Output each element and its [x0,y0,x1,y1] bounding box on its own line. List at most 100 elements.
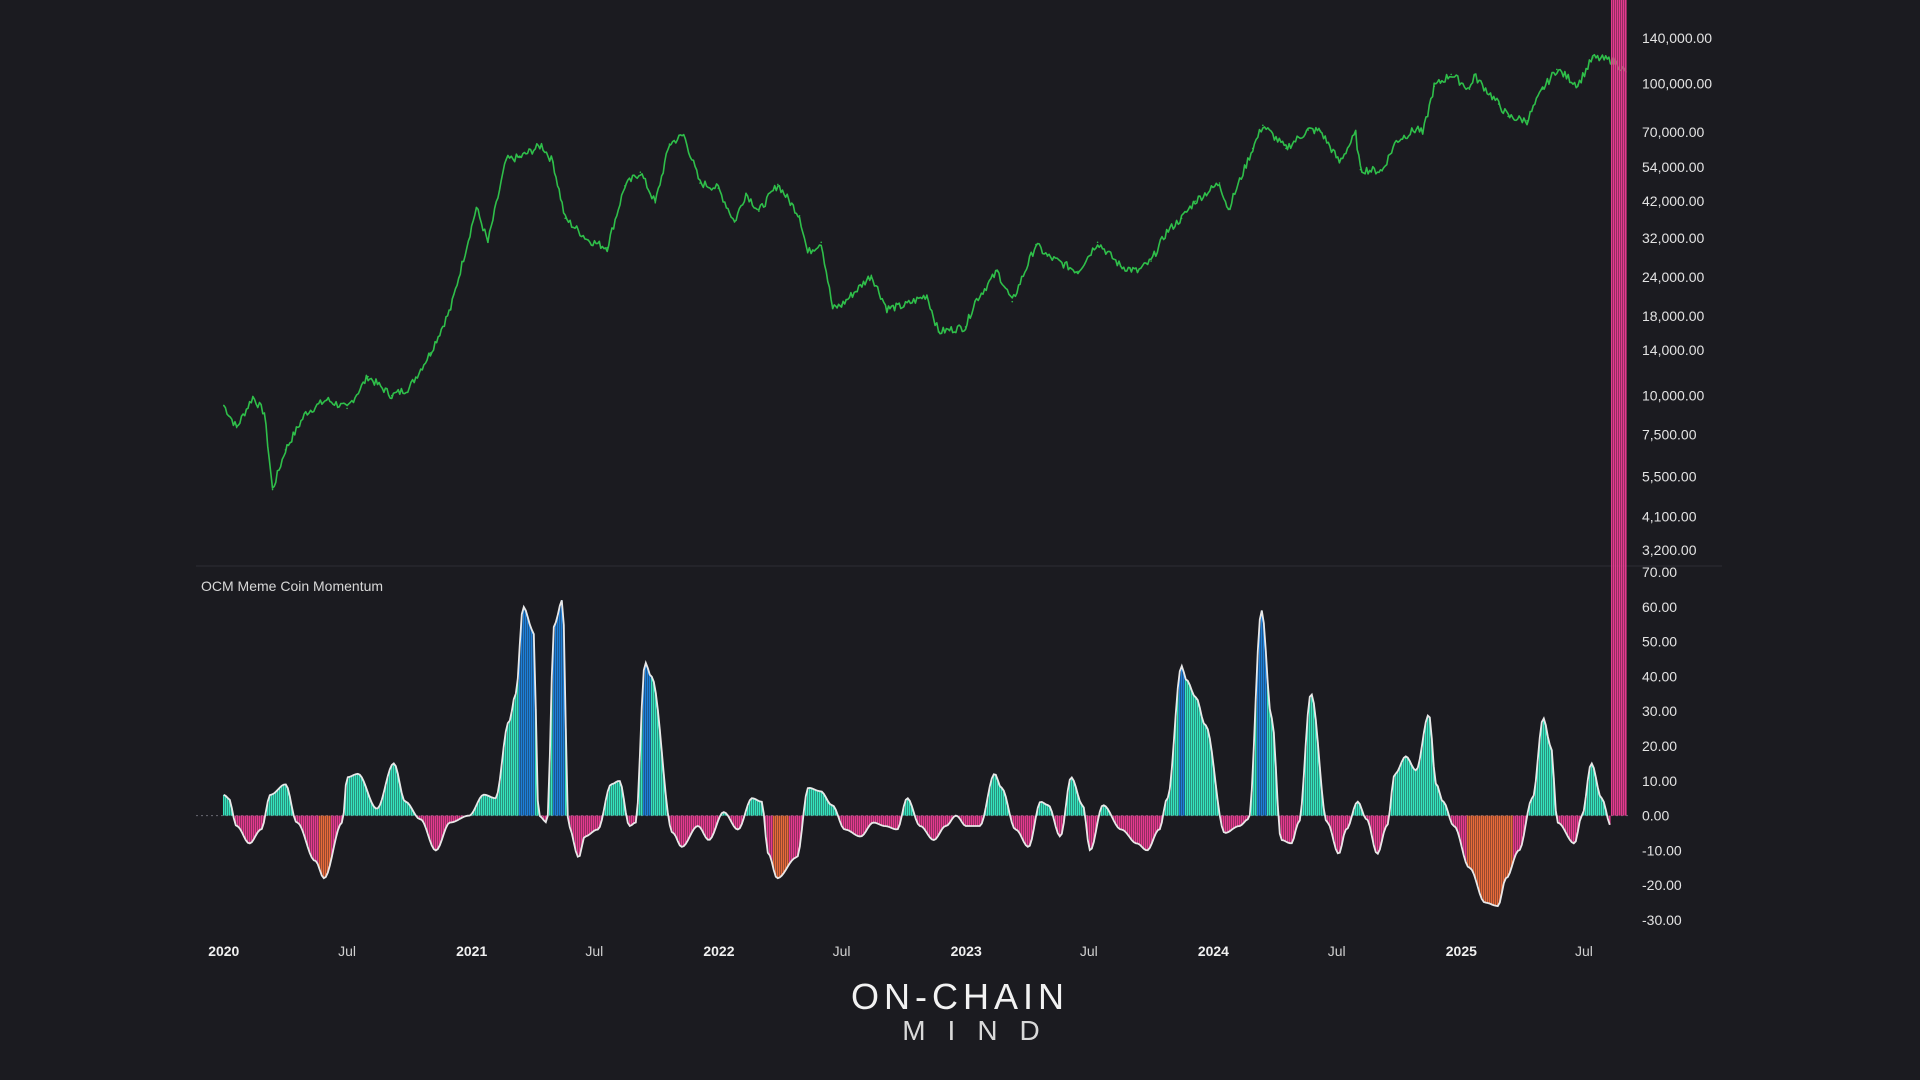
x-tick-label: 2023 [951,943,982,959]
price-point [806,251,809,254]
price-point [1119,265,1122,267]
x-tick-label: Jul [585,943,603,959]
price-point [840,304,843,306]
price-point [606,246,608,249]
price-point [886,307,888,310]
price-tick-label: 7,500.00 [1642,427,1697,443]
price-point [1450,73,1452,76]
price-point [222,404,225,407]
price-point [1150,260,1152,262]
price-point [1591,56,1594,59]
price-tick-label: 140,000.00 [1642,30,1712,46]
price-point [390,394,393,397]
price-point [1194,200,1196,202]
indicator-tick-label: 40.00 [1642,668,1677,684]
price-point [1395,140,1398,142]
price-tick-label: 70,000.00 [1642,124,1704,140]
x-tick-label: 2024 [1198,943,1229,959]
price-point [505,158,508,161]
logo-wordmark-top: ON-CHAIN [851,976,1069,1017]
price-point [449,307,452,310]
price-point [564,217,566,220]
price-tick-label: 4,100.00 [1642,508,1697,524]
price-point [408,386,411,389]
x-tick-label: Jul [1080,943,1098,959]
price-point [964,326,967,328]
price-point [1577,84,1579,86]
price-point [475,206,478,209]
price-point [1526,119,1528,122]
price-point [1077,270,1079,273]
price-point [1096,241,1099,244]
price-point [1359,168,1362,171]
price-point [1354,133,1357,135]
price-tick-label: 24,000.00 [1642,269,1704,285]
price-point [1046,255,1049,257]
indicator-tick-label: 20.00 [1642,738,1677,754]
price-point [1319,130,1322,132]
price-point [798,214,801,217]
x-tick-label: Jul [833,943,851,959]
price-y-axis: 140,000.00 100,000.00 70,000.00 54,000.00 42… [1642,30,1712,558]
price-point [777,183,779,186]
price-point [1468,88,1471,90]
price-point [263,412,266,414]
price-point [1165,230,1168,233]
price-point [654,201,657,204]
price-point [831,307,834,310]
price-point [518,156,521,159]
price-point [1227,208,1230,211]
price-point [1218,182,1221,184]
price-point [1251,147,1254,150]
price-point [745,192,747,195]
price-point [1507,115,1509,118]
price-point [1556,68,1558,71]
price-point [937,331,940,333]
indicator-tick-label: -10.00 [1642,842,1682,858]
x-tick-label: 2025 [1446,943,1477,959]
price-point [1285,147,1287,150]
price-tick-label: 32,000.00 [1642,230,1704,246]
price-point [304,412,307,414]
price-point [682,134,685,136]
price-tick-label: 18,000.00 [1642,308,1704,324]
price-tick-label: 42,000.00 [1642,193,1704,209]
x-tick-label: Jul [1328,943,1346,959]
price-point [367,375,369,378]
x-tick-label: Jul [338,943,356,959]
x-tick-label: 2021 [456,943,487,959]
price-tick-label: 3,200.00 [1642,542,1697,558]
price-point [346,407,348,410]
price-point [996,270,999,273]
price-point [623,185,626,187]
price-point [1417,127,1419,129]
price-point [717,187,720,190]
price-point [1180,217,1183,220]
price-point [429,352,432,354]
price-point [271,488,274,491]
price-tick-label: 14,000.00 [1642,342,1704,358]
indicator-tick-label: -20.00 [1642,877,1682,893]
price-point [540,144,543,146]
price-series-line [223,53,1627,489]
price-tick-label: 10,000.00 [1642,388,1704,404]
indicator-tick-label: 70.00 [1642,564,1677,580]
price-point [325,398,328,401]
price-point [974,300,976,303]
price-point [1262,124,1264,127]
price-point [903,305,905,307]
price-point [252,396,254,398]
price-pane [222,53,1627,491]
indicator-title: OCM Meme Coin Momentum [201,578,383,594]
price-point [1307,129,1310,131]
price-point [699,182,701,184]
indicator-tick-label: 50.00 [1642,634,1677,650]
price-point [1497,103,1500,105]
indicator-pane [196,0,1630,908]
price-point [758,210,760,212]
indicator-tick-label: 60.00 [1642,599,1677,615]
price-tick-label: 54,000.00 [1642,159,1704,175]
indicator-tick-label: 0.00 [1642,808,1669,824]
price-point [1011,300,1014,303]
